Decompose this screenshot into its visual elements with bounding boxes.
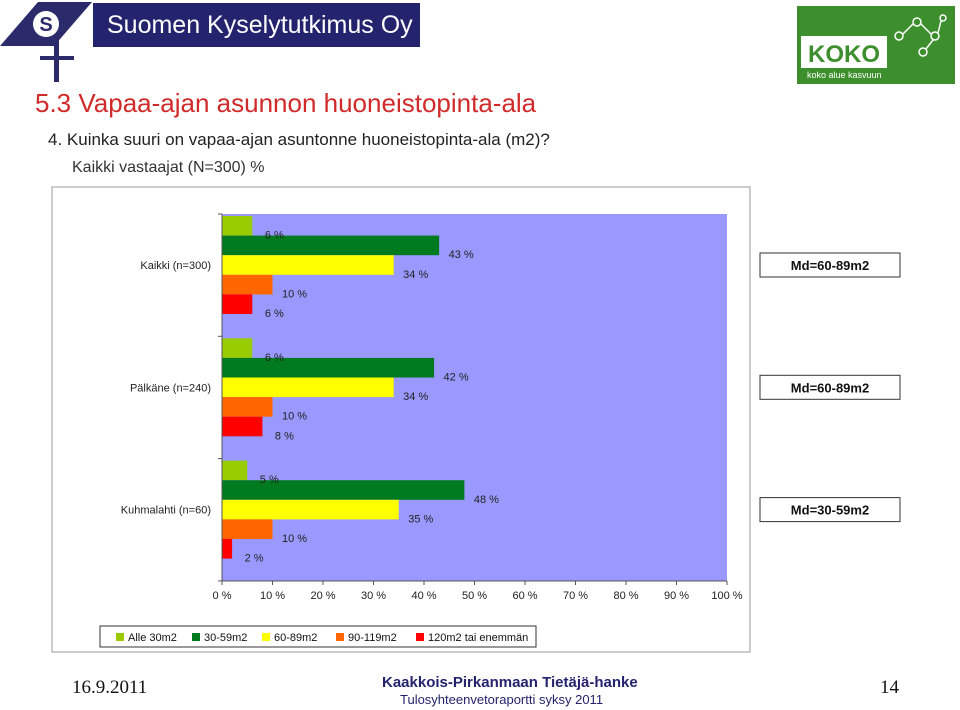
data-label: 10 % (282, 411, 307, 423)
plot-area (222, 214, 727, 581)
data-label: 6 % (265, 308, 284, 320)
x-axis-ticks-layer: 0 % 10 % 20 % 30 % 40 % 50 % 60 % 70 % 80 % 90 % 1… (213, 580, 743, 602)
data-label: 10 % (282, 288, 307, 300)
median-annotation: Md=30-59m2 (791, 503, 869, 518)
legend-swatch (416, 633, 424, 641)
legend-label: 30-59m2 (204, 632, 247, 644)
legend-label: 90-119m2 (348, 632, 397, 644)
data-label: 34 % (403, 269, 428, 281)
annotations-layer: Md=60-89m2 Md=60-89m2 Md=30-59m2 (759, 252, 901, 523)
data-label: 42 % (444, 372, 469, 384)
median-annotation: Md=60-89m2 (791, 258, 869, 273)
legend-swatch (336, 633, 344, 641)
x-tick-label: 100 % (711, 590, 742, 602)
x-tick-label: 70 % (563, 590, 588, 602)
data-label: 48 % (474, 494, 499, 506)
koko-logo: KOKO koko alue kasvuun (797, 6, 955, 84)
bar (222, 499, 399, 520)
slide-title: 5.3 Vapaa-ajan asunnon huoneistopinta-al… (35, 88, 537, 118)
bar (222, 480, 465, 500)
median-annotation: Md=60-89m2 (791, 380, 869, 395)
x-tick-label: 90 % (664, 590, 689, 602)
footer-date: 16.9.2011 (72, 677, 148, 698)
x-tick-label: 0 % (213, 590, 232, 602)
data-label: 43 % (449, 249, 474, 261)
page-number: 14 (880, 677, 899, 698)
bar (222, 338, 253, 358)
category-label: Pälkäne (n=240) (130, 382, 211, 394)
legend-label: Alle 30m2 (128, 632, 177, 644)
network-icon (894, 14, 947, 57)
bar (222, 274, 273, 295)
legend-swatch (192, 633, 200, 641)
data-label: 8 % (275, 430, 294, 442)
bar (222, 255, 394, 275)
x-tick-label: 40 % (411, 590, 436, 602)
footer-project: Kaakkois-Pirkanmaan Tietäjä-hanke (382, 674, 638, 691)
x-tick-label: 20 % (310, 590, 335, 602)
bar (222, 460, 248, 481)
legend-box (99, 625, 537, 648)
bar (222, 235, 440, 256)
koko-logo-text: KOKO (808, 41, 880, 68)
bar (222, 519, 273, 539)
category-labels-layer: Kaikki (n=300) Pälkäne (n=240) Kuhmalahti … (121, 213, 223, 582)
bars-layer (222, 216, 465, 559)
median-annotation-box (759, 252, 901, 278)
base-note: Kaikki vastaajat (N=300) % (72, 159, 265, 176)
bar (222, 357, 435, 378)
bar (222, 416, 263, 437)
bar (222, 216, 253, 236)
company-logo: S (0, 2, 92, 82)
legend-swatch (262, 633, 270, 641)
data-label: 6 % (265, 352, 284, 364)
logo-letter: S (39, 14, 52, 36)
category-label: Kaikki (n=300) (140, 260, 211, 272)
bar (222, 377, 394, 398)
category-label: Kuhmalahti (n=60) (121, 505, 211, 517)
median-annotation-box (759, 497, 901, 523)
x-tick-label: 50 % (462, 590, 487, 602)
question-text: 4. Kuinka suuri on vapaa-ajan asuntonne … (48, 130, 550, 149)
koko-logo-tagline: koko alue kasvuun (807, 70, 882, 80)
footer-report: Tulosyhteenvetoraportti syksy 2011 (400, 692, 604, 707)
bar (222, 294, 253, 314)
x-tick-label: 30 % (361, 590, 386, 602)
x-tick-label: 60 % (512, 590, 537, 602)
data-label: 35 % (408, 513, 433, 525)
legend-swatch (116, 633, 124, 641)
bar (222, 397, 273, 417)
data-label: 6 % (265, 230, 284, 242)
legend-label: 60-89m2 (274, 632, 317, 644)
data-label: 10 % (282, 533, 307, 545)
x-tick-label: 10 % (260, 590, 285, 602)
legend: Alle 30m2 30-59m2 60-89m2 90-119m2 120m2 tai… (99, 625, 537, 648)
company-name: Suomen Kyselytutkimus Oy (93, 3, 420, 47)
x-tick-label: 80 % (613, 590, 638, 602)
legend-label: 120m2 tai enemmän (428, 632, 528, 644)
data-label: 5 % (260, 474, 279, 486)
data-label: 34 % (403, 391, 428, 403)
bar (222, 539, 233, 559)
data-labels-layer: 6 % 43 % 34 % 10 % 6 % 6 % 42 % 34 % 10 % 8 % 5 % 4… (245, 230, 500, 565)
data-label: 2 % (245, 553, 264, 565)
median-annotation-box (759, 374, 901, 400)
